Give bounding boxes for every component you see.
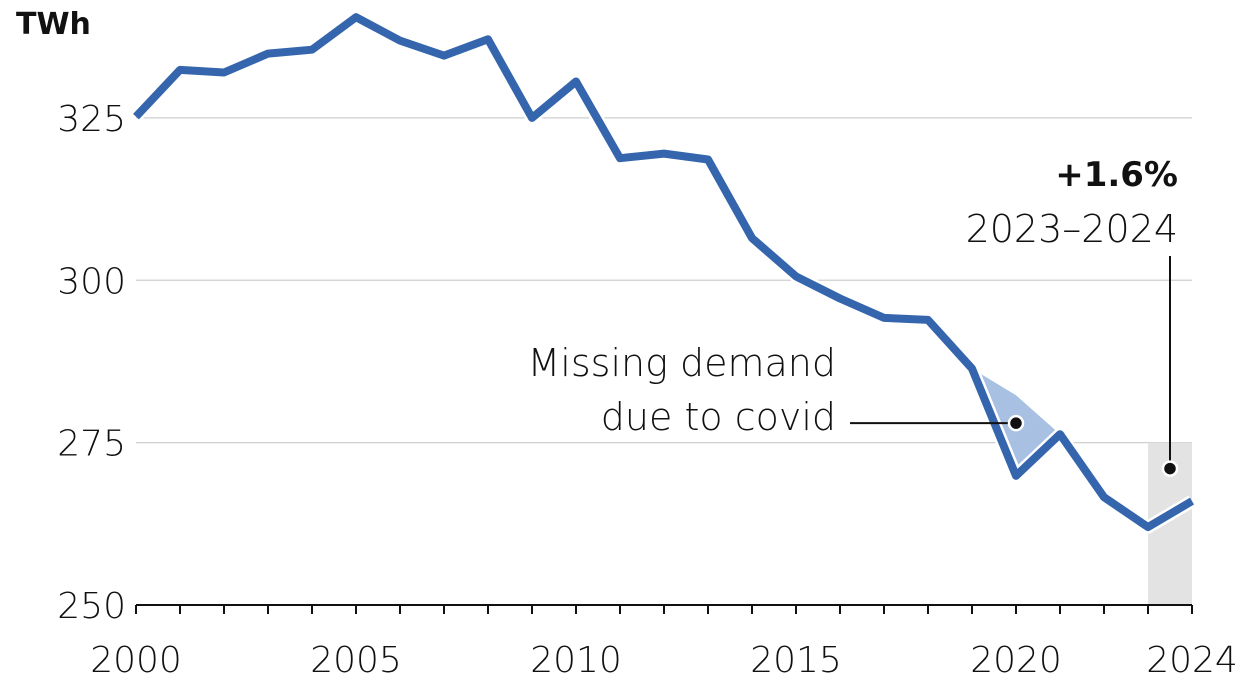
- x-tick-label-2024: 2024: [1146, 640, 1238, 681]
- y-tick-label-250: 250: [57, 586, 126, 627]
- covid-annotation-line2: due to covid: [601, 395, 836, 439]
- series-layer: [131, 10, 1196, 534]
- covid-annotation-line1: Missing demand: [528, 341, 836, 385]
- y-tick-label-275: 275: [57, 424, 126, 465]
- annotations: TWh Missing demand due to covid +1.6% 20…: [16, 7, 1179, 477]
- series-line: [133, 13, 1195, 532]
- series-line-halo: [131, 10, 1196, 534]
- x-tick-label-2005: 2005: [310, 640, 402, 681]
- gridlines: [136, 117, 1192, 444]
- change-leader-dot: [1161, 460, 1179, 477]
- change-period-label: 2023–2024: [966, 207, 1178, 251]
- y-tick-label-300: 300: [57, 261, 126, 302]
- x-tick-label-2000: 2000: [90, 640, 182, 681]
- change-value-label: +1.6%: [1055, 155, 1178, 195]
- covid-leader-dot: [1007, 414, 1025, 432]
- unit-label: TWh: [16, 7, 91, 42]
- x-tick-label-2020: 2020: [970, 640, 1062, 681]
- y-tick-label-325: 325: [57, 99, 126, 140]
- x-axis: [135, 604, 1193, 614]
- x-tick-label-2010: 2010: [530, 640, 622, 681]
- tick-labels: 2000 2005 2010 2015 2020 2024 250 275 300 325: [57, 99, 1238, 681]
- x-tick-label-2015: 2015: [750, 640, 842, 681]
